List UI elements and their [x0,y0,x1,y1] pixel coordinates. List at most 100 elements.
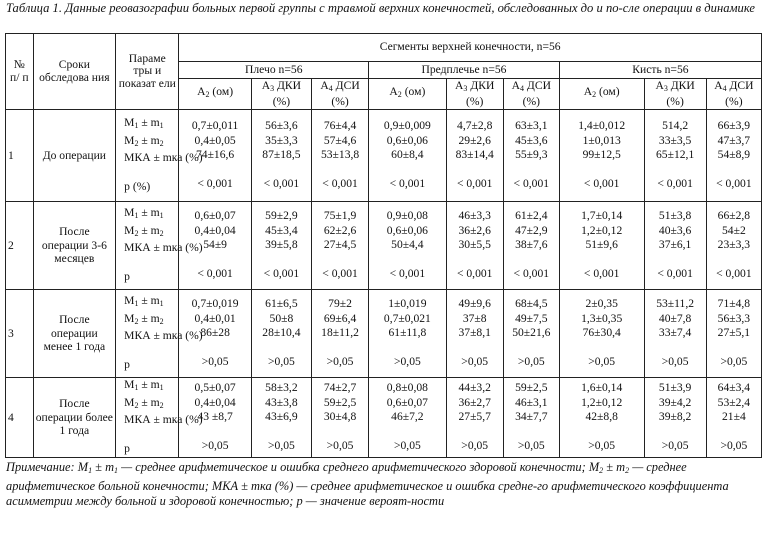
shoulder-a3-cell: 58±3,2 43±3,8 43±6,9 >0,05 [250,377,313,458]
value [371,163,444,178]
value [647,253,704,268]
hand-a3-cell: 51±3,8 40±3,6 37±6,1 < 0,001 [643,201,707,290]
subheader-a3: А3 ДКИ (%) [643,78,707,110]
forearm-a4-cell: 59±2,5 46±3,1 34±7,7 >0,05 [502,377,560,458]
forearm-a2-cell: 0,8±0,08 0,6±0,07 46±7,2 >0,05 [368,377,447,458]
value: 18±11,2 [321,326,359,340]
value: >0,05 [461,355,489,369]
value: 39±4,2 [658,395,692,409]
value: 87±18,5 [262,148,301,162]
value: 58±3,2 [265,381,298,395]
value: 61±2,4 [515,209,548,223]
header-segments: Сегменты верхней конечности, n=56 [178,33,762,62]
table-row: 4 После операции более 1 года M1 ± m1 M2 ± … [5,377,763,458]
param-label: p [124,270,130,284]
value: 36±2,7 [458,395,491,409]
table-row: 1 До операции M1 ± m1 M2 ± m2 МКА ± mка (%) p… [5,109,763,202]
table-body: 1 До операции M1 ± m1 M2 ± m2 МКА ± mка (%) p… [5,109,763,458]
value: >0,05 [588,355,616,369]
value [709,163,759,178]
subheader-a4-label: А4 ДСИ (%) [714,79,754,108]
row-params-cell: M1 ± m1 M2 ± m2 МКА ± mка (%) p [115,289,203,378]
value [506,163,557,178]
subheader-a3: А3 ДКИ (%) [250,78,313,110]
param-label: МКА ± mка (%) [124,329,203,343]
value: 0,6±0,06 [386,133,428,147]
value: 4,7±2,8 [457,119,493,133]
value: 56±3,3 [717,311,751,325]
value: < 0,001 [456,177,493,191]
value [371,253,444,268]
shoulder-a4-cell: 74±2,7 59±2,5 30±4,8 >0,05 [310,377,370,458]
forearm-a4-cell: 68±4,5 49±7,5 50±21,6 >0,05 [502,289,560,378]
value: 54±8,9 [717,148,751,162]
value: >0,05 [393,439,421,453]
value: 53±13,8 [320,148,360,162]
value: 49±7,5 [515,311,548,325]
subheader-a2-label: А2 (ом) [389,85,426,100]
subheader-a2: А2 (ом) [368,78,447,110]
row-params-cell: M1 ± m1 M2 ± m2 МКА ± mка (%) p (%) [115,109,203,202]
value: 40±3,6 [658,223,692,237]
value: < 0,001 [389,267,426,281]
value: 74±2,7 [323,381,357,395]
subheader-a2-label: А2 (ом) [583,85,620,100]
value: 51±3,8 [658,209,692,223]
subheader-a4: А4 ДСИ (%) [502,78,560,110]
param-label: МКА ± mка (%) [124,413,203,427]
value: 0,9±0,08 [386,209,428,223]
value: 0,8±0,08 [386,381,428,395]
value: < 0,001 [657,177,693,191]
value: >0,05 [661,439,689,453]
value: >0,05 [267,439,295,453]
hand-a4-cell: 66±3,9 47±3,7 54±8,9 < 0,001 [705,109,763,202]
value: >0,05 [326,355,354,369]
value: >0,05 [201,355,229,369]
param-label: M2 ± m2 [124,133,164,148]
value: 38±7,6 [515,238,548,252]
value: >0,05 [517,355,545,369]
hand-a2-cell: 2±0,35 1,3±0,35 76±30,4 >0,05 [558,289,645,378]
value: < 0,001 [389,177,426,191]
value: 51±9,6 [585,238,618,252]
value: 43±6,9 [265,410,298,424]
forearm-a3-cell: 46±3,3 36±2,6 30±5,5 < 0,001 [445,201,504,290]
value: >0,05 [517,439,545,453]
value [254,163,309,178]
value: 68±4,5 [515,297,548,311]
value: 46±3,1 [515,395,548,409]
value: 76±30,4 [582,326,621,340]
value: 0,4±0,05 [194,133,236,147]
value: 42±8,8 [585,410,618,424]
value: 71±4,8 [717,297,751,311]
value: 1,4±0,012 [578,119,626,133]
value: 86±28 [200,326,230,340]
row-params-cell: M1 ± m1 M2 ± m2 МКА ± mка (%) p [115,377,203,458]
value: 33±3,5 [658,133,692,147]
value: < 0,001 [657,267,693,281]
value: 62±2,6 [323,223,357,237]
value: 74±16,6 [195,148,235,162]
value: 63±3,1 [515,119,548,133]
value: 64±3,4 [717,381,751,395]
value: 29±2,6 [458,133,491,147]
value: 2±0,35 [585,297,618,311]
value: 36±2,6 [458,223,491,237]
row-period: После операции более 1 года [32,377,117,458]
value: >0,05 [588,439,616,453]
value: 34±7,7 [515,410,548,424]
header-group-forearm: Предплечье n=56 [368,61,560,79]
value: 1,7±0,14 [581,209,623,223]
value [181,341,248,356]
value: < 0,001 [583,267,620,281]
row-number: 4 [5,377,34,458]
subheader-a2: А2 (ом) [558,78,645,110]
hand-a4-cell: 66±2,8 54±2 23±3,3 < 0,001 [705,201,763,290]
forearm-a4-cell: 63±3,1 45±3,6 55±9,3 < 0,001 [502,109,560,202]
value: 61±11,8 [388,326,427,340]
forearm-a3-cell: 49±9,6 37±8 37±8,1 >0,05 [445,289,504,378]
value: 69±6,4 [323,311,357,325]
value: 0,6±0,06 [386,223,428,237]
value: >0,05 [326,439,354,453]
value: 59±2,5 [515,381,548,395]
